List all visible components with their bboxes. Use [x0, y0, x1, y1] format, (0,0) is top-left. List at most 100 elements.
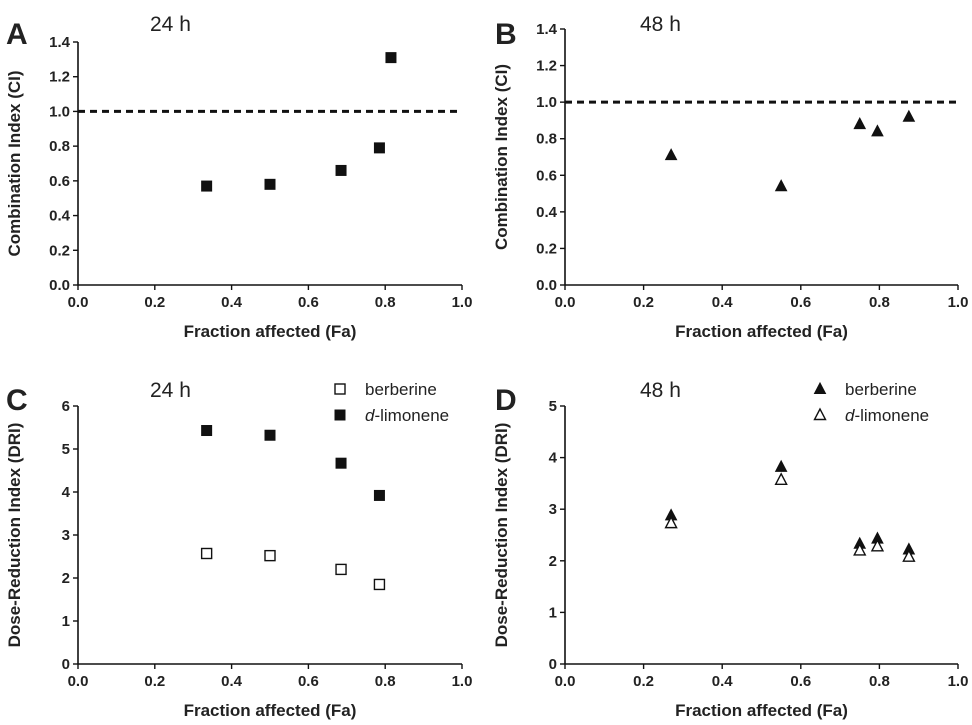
data-point — [335, 457, 347, 469]
legend-label-text: -limonene — [854, 406, 929, 425]
data-point — [664, 515, 678, 529]
y-tick-label: 3 — [549, 501, 557, 518]
x-tick-label: 0.8 — [375, 294, 396, 311]
x-tick-label: 1.0 — [948, 673, 969, 690]
y-tick-label: 0.6 — [49, 173, 70, 190]
data-point — [902, 549, 916, 562]
y-axis-title: Combination Index (CI) — [5, 70, 24, 256]
panel-letter: A — [6, 18, 28, 51]
y-axis-title: Combination Index (CI) — [492, 64, 511, 250]
time-annotation: 24 h — [150, 379, 191, 402]
y-tick-label: 0.6 — [536, 167, 557, 184]
legend-label: d-limonene — [845, 406, 929, 425]
x-tick-label: 0.4 — [712, 673, 734, 690]
data-point — [201, 425, 213, 437]
legend-label-text: -limonene — [374, 406, 449, 425]
data-point — [853, 117, 867, 130]
series-0 — [201, 52, 397, 192]
x-tick-label: 0.6 — [790, 294, 811, 311]
x-tick-label: 0.4 — [712, 294, 734, 311]
y-tick-label: 0.2 — [49, 242, 70, 259]
data-point — [774, 459, 788, 472]
data-point — [335, 563, 347, 576]
x-tick-label: 0.2 — [144, 673, 165, 690]
x-axis-title: Fraction affected (Fa) — [184, 701, 357, 720]
series-1 — [664, 472, 916, 562]
legend-label-text: berberine — [845, 380, 917, 399]
x-tick-label: 0.0 — [68, 294, 89, 311]
x-tick-label: 0.6 — [790, 673, 811, 690]
data-point — [200, 547, 213, 560]
time-annotation: 48 h — [640, 379, 681, 402]
series-0 — [664, 109, 916, 192]
x-tick-label: 0.8 — [869, 294, 890, 311]
y-tick-label: 5 — [62, 441, 70, 458]
legend-label: d-limonene — [365, 406, 449, 425]
data-point — [201, 180, 213, 192]
data-point — [853, 542, 867, 556]
data-point — [774, 472, 788, 485]
x-axis-title: Fraction affected (Fa) — [675, 701, 848, 720]
y-tick-label: 1.4 — [49, 34, 71, 51]
legend: berberine d-limonene — [334, 380, 449, 425]
y-tick-label: 5 — [549, 398, 557, 415]
y-tick-label: 2 — [549, 553, 557, 570]
data-point — [264, 429, 276, 441]
data-point — [664, 148, 678, 161]
legend-label-italic: d — [845, 406, 855, 425]
legend: berberine d-limonene — [813, 380, 929, 425]
y-axis-title: Dose-Reduction Index (DRI) — [5, 423, 24, 648]
x-tick-label: 0.6 — [298, 294, 319, 311]
y-tick-label: 0.8 — [49, 138, 70, 155]
panel-letter: C — [6, 384, 28, 417]
y-tick-label: 0.0 — [49, 277, 70, 294]
data-point — [385, 52, 397, 64]
y-tick-label: 0 — [62, 656, 70, 673]
x-tick-label: 0.6 — [298, 673, 319, 690]
panel-d: D 48 h 0.0 0.2 0.4 0.6 0.8 1.0 0 1 2 3 4 5 Fraction af… — [492, 379, 968, 720]
y-tick-label: 4 — [62, 484, 71, 501]
time-annotation: 48 h — [640, 13, 681, 36]
legend-marker — [334, 383, 346, 395]
y-tick-label: 3 — [62, 527, 70, 544]
x-tick-label: 1.0 — [452, 673, 473, 690]
x-tick-label: 0.4 — [221, 673, 243, 690]
panel-a: A 24 h 0.0 0.2 0.4 0.6 0.8 1.0 0.0 0.2 0.4 0.6 0.8 1.… — [5, 13, 472, 341]
panel-letter: D — [495, 384, 517, 417]
data-point — [335, 164, 347, 176]
y-tick-label: 0.0 — [536, 277, 557, 294]
y-tick-label: 0.8 — [536, 131, 557, 148]
y-axis-title: Dose-Reduction Index (DRI) — [492, 423, 511, 648]
data-point — [373, 142, 385, 154]
x-tick-label: 0.0 — [555, 673, 576, 690]
y-tick-label: 0.4 — [49, 208, 71, 225]
y-tick-label: 1 — [549, 604, 557, 621]
legend-label: berberine — [365, 380, 437, 399]
x-tick-label: 1.0 — [948, 294, 969, 311]
data-point — [264, 549, 276, 562]
x-axis-title: Fraction affected (Fa) — [675, 322, 848, 341]
y-tick-label: 1 — [62, 613, 70, 630]
x-tick-label: 1.0 — [452, 294, 473, 311]
y-tick-label: 0.2 — [536, 240, 557, 257]
panel-letter: B — [495, 18, 517, 51]
data-point — [373, 578, 386, 591]
time-annotation: 24 h — [150, 13, 191, 36]
series-1 — [201, 425, 385, 501]
y-tick-label: 0 — [549, 656, 557, 673]
y-tick-label: 6 — [62, 398, 70, 415]
x-tick-label: 0.0 — [555, 294, 576, 311]
x-tick-label: 0.8 — [869, 673, 890, 690]
legend-marker — [813, 381, 827, 394]
y-tick-label: 1.2 — [49, 69, 70, 86]
x-tick-label: 0.4 — [221, 294, 243, 311]
panel-c: C 24 h 0.0 0.2 0.4 0.6 0.8 1.0 0 1 2 3 4 5 6 Fraction a… — [5, 379, 472, 720]
legend-marker — [813, 407, 827, 421]
y-tick-label: 0.4 — [536, 204, 558, 221]
x-tick-label: 0.2 — [144, 294, 165, 311]
data-point — [871, 124, 884, 137]
legend-marker — [334, 409, 346, 421]
y-tick-label: 1.4 — [536, 21, 558, 38]
x-tick-label: 0.2 — [633, 294, 654, 311]
